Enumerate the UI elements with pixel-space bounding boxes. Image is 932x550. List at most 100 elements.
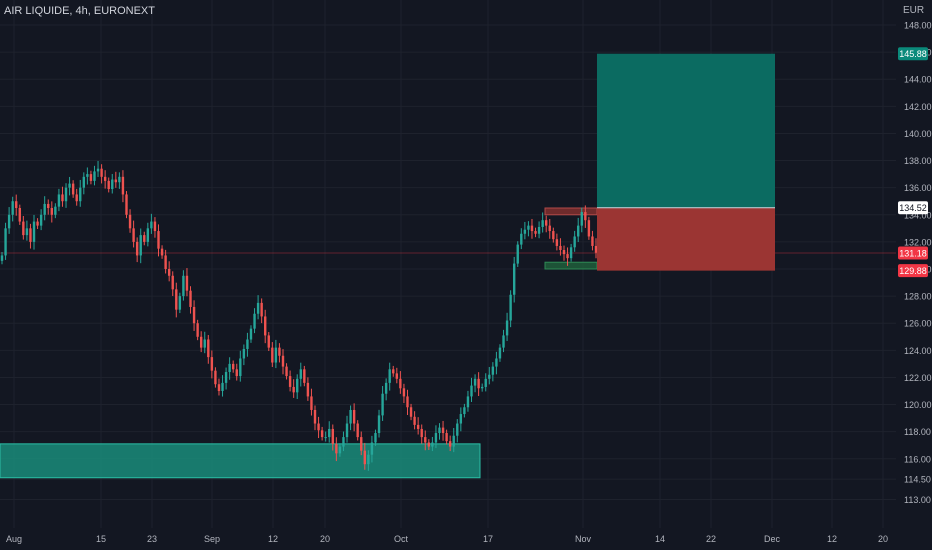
candle [473,378,477,386]
candle [580,212,583,226]
candle [93,171,96,181]
candle [32,221,36,242]
candle [235,369,238,377]
candle [509,294,512,321]
candle [534,231,537,234]
candle [331,428,334,444]
candle [495,358,498,367]
y-tick-label: 114.50 [904,475,931,485]
y-tick-label: 134.00 [904,210,932,220]
x-tick-label: 14 [655,534,665,544]
candle [71,183,75,195]
candle [50,208,53,215]
x-tick-label: 20 [320,534,330,544]
candle [523,229,527,234]
candle [498,347,502,359]
candle [338,446,342,454]
target-zone[interactable] [597,53,775,208]
candle [182,275,185,297]
price-label-bg [898,264,928,278]
price-label: 145.88 [899,49,927,59]
x-tick-label: 20 [878,534,888,544]
y-tick-label: 138.00 [904,156,932,166]
candle [552,231,555,240]
candle [0,255,4,261]
candle [96,168,100,172]
y-tick-label: 140.00 [904,129,932,139]
candle [253,313,256,329]
candle [217,384,221,391]
resistance-zone[interactable] [544,207,598,216]
candle [406,396,409,408]
candle [573,236,576,248]
y-tick-label: 120.00 [904,400,932,410]
candle [438,427,441,434]
candle [306,382,310,397]
candle [175,289,178,310]
candle [363,450,367,465]
candle [150,221,153,229]
y-tick-label: 148.00 [904,21,932,31]
candles-layer [0,160,598,471]
position-overlay [597,53,775,271]
candle [370,442,374,455]
y-tick-label: 142.00 [904,102,932,112]
y-tick-label: 113.00 [904,495,931,505]
candle [292,386,295,393]
candle [157,231,160,249]
candle [324,437,327,439]
candle [480,386,484,389]
candle [36,221,39,226]
price-axis: 148.00146.00144.00142.00140.00138.00136.… [896,0,932,550]
y-tick-label: 132.00 [904,237,932,247]
candle [18,208,21,222]
grid-lines [0,0,896,528]
candle [502,335,505,348]
candle [128,214,132,229]
candle [399,378,402,389]
candle [64,187,68,202]
x-tick-label: Aug [6,534,22,544]
x-tick-label: 23 [147,534,157,544]
candle [274,347,278,363]
candle [381,393,384,416]
y-tick-label: 116.00 [904,454,931,464]
candle [271,347,274,363]
candle [335,443,338,454]
stop-zone[interactable] [597,207,775,271]
candle [224,372,228,383]
y-tick-label: 128.00 [904,292,932,302]
candle [29,228,32,242]
candle [296,378,299,393]
currency-label: EUR [903,5,925,16]
candle [47,203,50,208]
candle [313,409,317,424]
candle [231,363,235,370]
candle [125,194,128,215]
candle [25,228,29,236]
support-zone[interactable] [544,261,598,270]
candle [541,220,544,227]
candle [342,437,345,447]
candle [505,320,509,336]
candle [584,212,587,221]
y-tick-label: 122.00 [904,373,932,383]
demand-zone[interactable] [0,443,481,479]
y-tick-label: 118.00 [904,427,931,437]
candle [288,376,292,387]
candle [242,348,246,359]
candle [463,407,466,415]
candle [477,378,480,389]
candle [317,423,320,431]
candle [516,244,519,264]
candle [185,275,189,291]
candle [470,385,473,397]
candle [228,363,231,373]
symbol-title: AIR LIQUIDE, 4h, EURONEXT [4,5,155,17]
candle [192,306,196,324]
candle [281,355,285,367]
candle [445,433,448,442]
y-tick-label: 124.00 [904,346,932,356]
candle [111,179,114,190]
